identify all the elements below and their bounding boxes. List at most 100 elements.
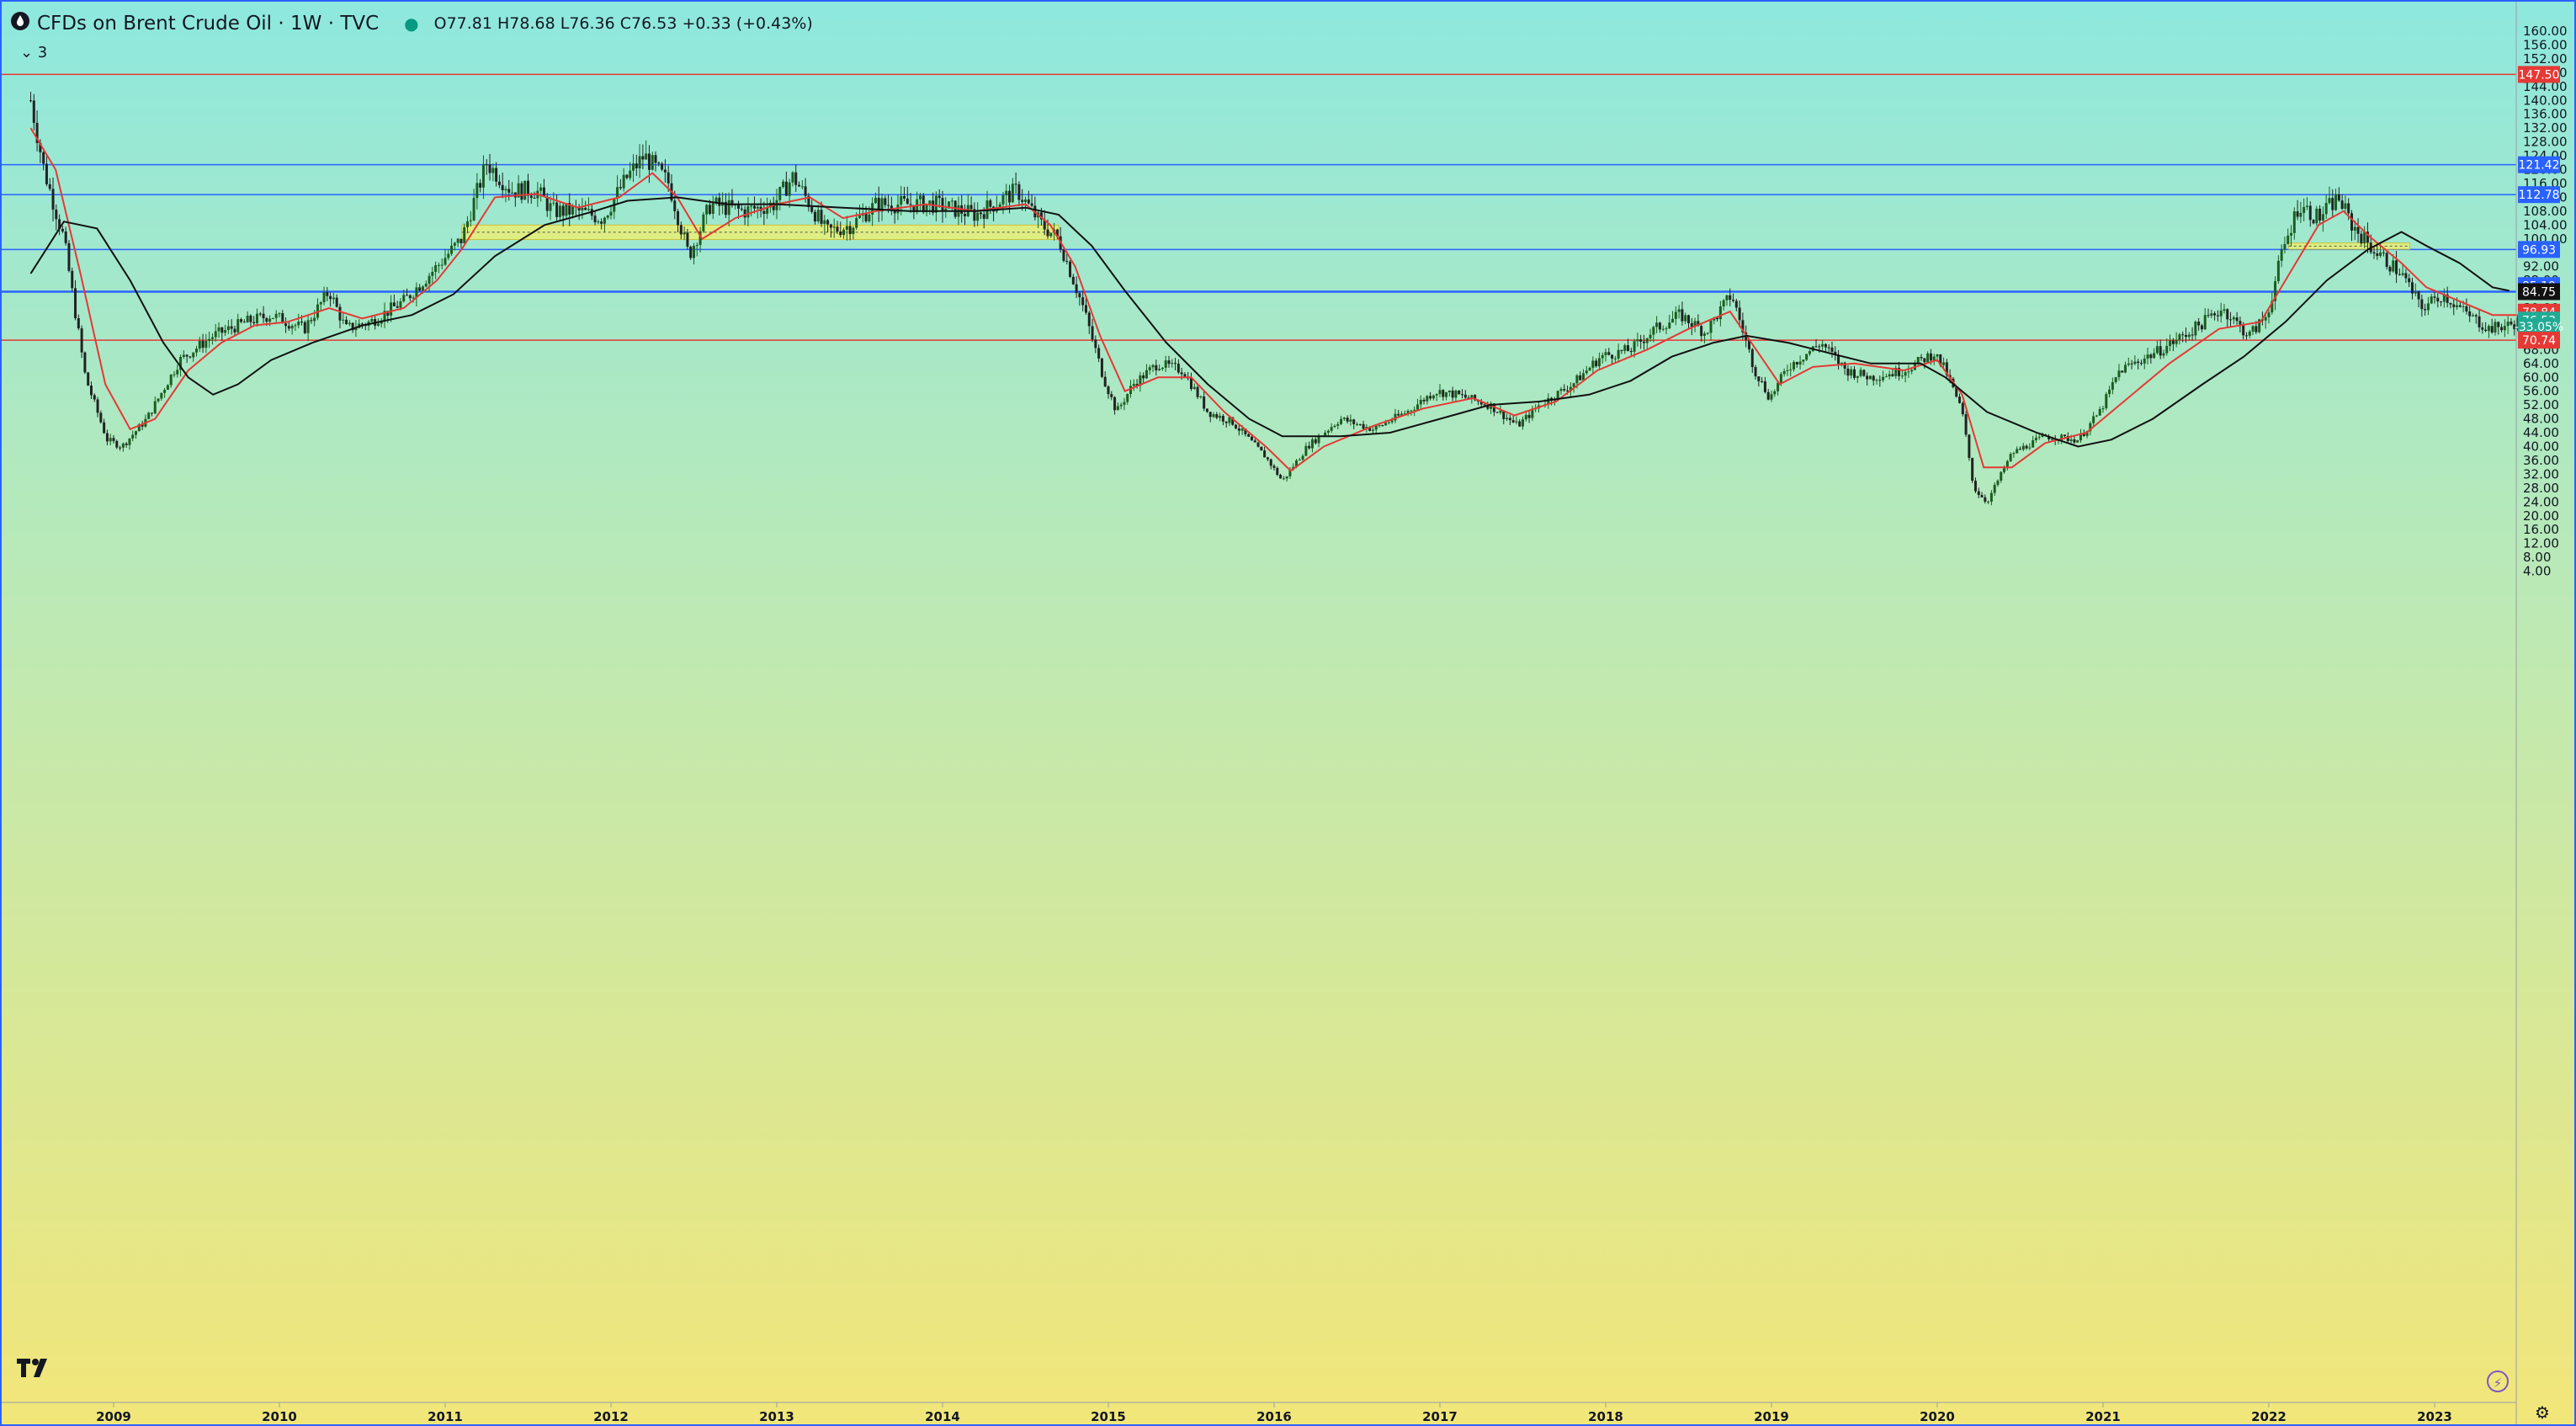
candle-body bbox=[2481, 327, 2484, 330]
candle-body bbox=[727, 200, 730, 215]
candle-body bbox=[2095, 415, 2098, 417]
candle-body bbox=[1155, 364, 1158, 370]
candle-body bbox=[1171, 363, 1174, 364]
candle-body bbox=[2251, 326, 2255, 332]
candle-body bbox=[619, 187, 622, 189]
candle-body bbox=[868, 214, 871, 221]
candle-body bbox=[705, 205, 709, 215]
candle-body bbox=[1091, 326, 1094, 340]
candle-body bbox=[1231, 417, 1235, 425]
candle-body bbox=[2028, 447, 2032, 449]
candle-body bbox=[2050, 439, 2053, 440]
candle-body bbox=[714, 197, 718, 204]
candle-body bbox=[361, 323, 364, 325]
candle-body bbox=[1208, 412, 1212, 418]
candle-body bbox=[2484, 329, 2488, 332]
candle-body bbox=[2506, 322, 2510, 327]
candle-body bbox=[1403, 413, 1406, 415]
candle-body bbox=[880, 198, 884, 212]
candle-body bbox=[488, 164, 491, 173]
price-tick-label: 20.00 bbox=[2523, 508, 2559, 524]
price-tag bbox=[2518, 241, 2560, 258]
price-tick-label: 160.00 bbox=[2523, 24, 2568, 39]
candle-body bbox=[2276, 260, 2280, 282]
candle-body bbox=[2181, 334, 2185, 336]
candle-body bbox=[2404, 273, 2408, 279]
candle-body bbox=[125, 443, 128, 445]
candle-body bbox=[2124, 364, 2127, 373]
candle-body bbox=[1362, 423, 1365, 429]
gear-icon[interactable]: ⚙ bbox=[2535, 1402, 2550, 1423]
candle-body bbox=[1390, 420, 1394, 423]
candle-body bbox=[1805, 354, 1809, 360]
lightning-icon[interactable]: ⚡ bbox=[2487, 1370, 2509, 1392]
price-tick-label: 36.00 bbox=[2523, 453, 2559, 468]
candle-body bbox=[74, 288, 77, 319]
candle-body bbox=[641, 156, 645, 160]
candle-body bbox=[903, 195, 906, 199]
candle-body bbox=[2267, 312, 2271, 317]
candle-body bbox=[1588, 367, 1591, 371]
candle-body bbox=[109, 438, 112, 442]
candle-body bbox=[673, 200, 677, 211]
candle-body bbox=[1779, 374, 1782, 383]
candle-body bbox=[1011, 184, 1014, 203]
candle-body bbox=[1008, 190, 1012, 203]
candle-body bbox=[1356, 423, 1358, 425]
candle-body bbox=[1039, 212, 1043, 220]
candle-body bbox=[271, 317, 274, 319]
candle-body bbox=[166, 385, 169, 391]
candle-body bbox=[1524, 414, 1527, 420]
candle-body bbox=[593, 215, 597, 223]
candle-body bbox=[1795, 362, 1798, 365]
candle-body bbox=[1043, 219, 1046, 230]
candle-body bbox=[606, 215, 609, 218]
candle-body bbox=[2244, 335, 2248, 337]
candle-body bbox=[383, 311, 386, 321]
candle-body bbox=[1030, 203, 1033, 206]
candle-body bbox=[376, 323, 380, 326]
candle-body bbox=[157, 398, 160, 402]
candle-body bbox=[2385, 253, 2388, 268]
candle-body bbox=[836, 226, 839, 232]
candle-body bbox=[335, 297, 338, 307]
candle-body bbox=[2232, 317, 2235, 320]
price-tag-label: -33.05% bbox=[2515, 321, 2563, 334]
candle-body bbox=[2468, 311, 2472, 317]
candle-body bbox=[2465, 306, 2468, 311]
candle-body bbox=[1212, 414, 1215, 418]
candle-body bbox=[969, 205, 973, 210]
candle-body bbox=[622, 174, 625, 189]
candle-body bbox=[2347, 203, 2350, 214]
candle-body bbox=[2000, 471, 2003, 481]
candle-body bbox=[29, 100, 32, 102]
price-tick-label: 60.00 bbox=[2523, 370, 2559, 385]
candle-body bbox=[2280, 249, 2283, 261]
candle-body bbox=[2213, 313, 2217, 316]
candle-body bbox=[1310, 439, 1314, 449]
candle-body bbox=[784, 181, 788, 196]
candle-body bbox=[925, 204, 928, 213]
candle-body bbox=[979, 212, 982, 215]
candle-body bbox=[1438, 390, 1442, 395]
candle-body bbox=[1228, 417, 1231, 423]
tradingview-logo-icon[interactable] bbox=[15, 1355, 52, 1387]
candle-body bbox=[2242, 324, 2245, 336]
time-tick-label: 2022 bbox=[2251, 1409, 2287, 1424]
slow-ma-line bbox=[29, 196, 2510, 448]
candle-body bbox=[746, 206, 750, 218]
symbol-title[interactable]: CFDs on Brent Crude Oil · 1W · TVC bbox=[37, 13, 380, 35]
time-tick-label: 2013 bbox=[759, 1409, 794, 1424]
candle-body bbox=[1866, 375, 1869, 380]
candle-body bbox=[1447, 390, 1451, 392]
candle-body bbox=[2127, 363, 2130, 365]
price-tag bbox=[2518, 186, 2560, 204]
candle-body bbox=[195, 349, 198, 353]
candle-body bbox=[1374, 425, 1378, 430]
candle-body bbox=[32, 100, 35, 123]
candle-body bbox=[651, 155, 654, 170]
candle-body bbox=[2449, 302, 2452, 305]
candle-body bbox=[1250, 436, 1253, 441]
indicators-toggle[interactable]: ⌄ 3 bbox=[20, 44, 48, 61]
